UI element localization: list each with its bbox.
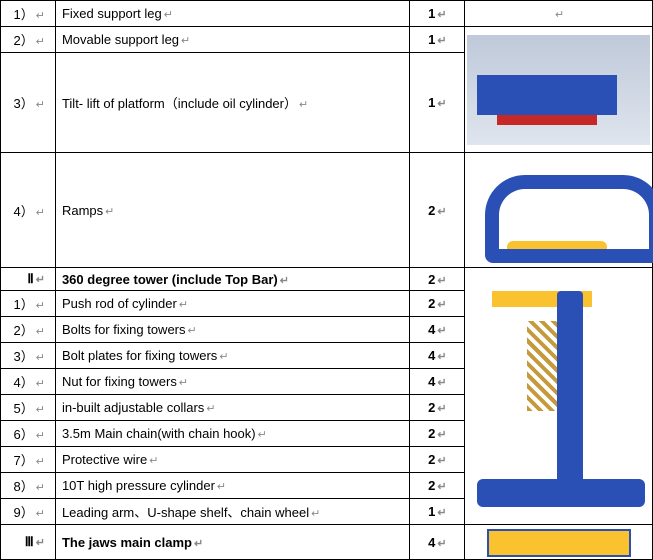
parts-table: 1）↵ Fixed support leg↵ 1↵ ↵ 2）↵ Movable …: [0, 0, 653, 560]
row-number: 4）↵: [1, 153, 56, 268]
row-qty: 4↵: [410, 343, 465, 369]
row-number: 1）↵: [1, 291, 56, 317]
row-number: 3）↵: [1, 53, 56, 153]
image-cell-ramps: [465, 153, 653, 268]
table-row: Ⅱ↵ 360 degree tower (include Top Bar)↵ 2…: [1, 268, 653, 291]
table-row: 4）↵ Ramps↵ 2↵: [1, 153, 653, 268]
image-cell-clamp: [465, 525, 653, 560]
row-desc: Bolt plates for fixing towers↵: [55, 343, 409, 369]
row-desc: Ramps↵: [55, 153, 409, 268]
row-desc: Push rod of cylinder↵: [55, 291, 409, 317]
row-number: 4）↵: [1, 369, 56, 395]
row-qty: 4↵: [410, 369, 465, 395]
row-qty: 2↵: [410, 447, 465, 473]
product-image-icon: [467, 155, 650, 265]
row-desc: Fixed support leg↵: [55, 1, 409, 27]
row-desc: Bolts for fixing towers↵: [55, 317, 409, 343]
table-row: Ⅲ↵ The jaws main clamp↵ 4↵: [1, 525, 653, 560]
product-image-icon: [467, 35, 650, 145]
row-number: 6）↵: [1, 421, 56, 447]
row-qty: 2↵: [410, 395, 465, 421]
row-qty: 2↵: [410, 268, 465, 291]
row-number: Ⅱ↵: [1, 268, 56, 291]
row-desc: 3.5m Main chain(with chain hook)↵: [55, 421, 409, 447]
row-desc: Tilt- lift of platform（include oil cylin…: [55, 53, 409, 153]
row-qty: 4↵: [410, 525, 465, 560]
row-qty: 2↵: [410, 473, 465, 499]
row-number: 7）↵: [1, 447, 56, 473]
row-number: Ⅲ↵: [1, 525, 56, 560]
row-qty: 4↵: [410, 317, 465, 343]
row-number: 3）↵: [1, 343, 56, 369]
row-desc: Movable support leg↵: [55, 27, 409, 53]
row-qty: 1↵: [410, 1, 465, 27]
table-row: 2）↵ Movable support leg↵ 1↵: [1, 27, 653, 53]
row-qty: 2↵: [410, 291, 465, 317]
row-qty: 2↵: [410, 153, 465, 268]
row-number: 2）↵: [1, 27, 56, 53]
row-qty: 1↵: [410, 499, 465, 525]
row-number: 5）↵: [1, 395, 56, 421]
product-image-icon: [467, 281, 650, 511]
row-desc: Leading arm、U-shape shelf、chain wheel↵: [55, 499, 409, 525]
row-desc: Nut for fixing towers↵: [55, 369, 409, 395]
row-number: 9）↵: [1, 499, 56, 525]
row-desc: 360 degree tower (include Top Bar)↵: [55, 268, 409, 291]
row-number: 2）↵: [1, 317, 56, 343]
image-cell-tower: [465, 268, 653, 525]
row-qty: 1↵: [410, 27, 465, 53]
image-cell-empty: ↵: [465, 1, 653, 27]
row-qty: 1↵: [410, 53, 465, 153]
image-cell-tilt-lift: [465, 27, 653, 153]
row-desc: The jaws main clamp↵: [55, 525, 409, 560]
product-image-icon: [467, 527, 650, 557]
row-number: 8）↵: [1, 473, 56, 499]
row-desc: 10T high pressure cylinder↵: [55, 473, 409, 499]
row-qty: 2↵: [410, 421, 465, 447]
row-desc: in-built adjustable collars↵: [55, 395, 409, 421]
row-desc: Protective wire↵: [55, 447, 409, 473]
table-row: 1）↵ Fixed support leg↵ 1↵ ↵: [1, 1, 653, 27]
row-number: 1）↵: [1, 1, 56, 27]
